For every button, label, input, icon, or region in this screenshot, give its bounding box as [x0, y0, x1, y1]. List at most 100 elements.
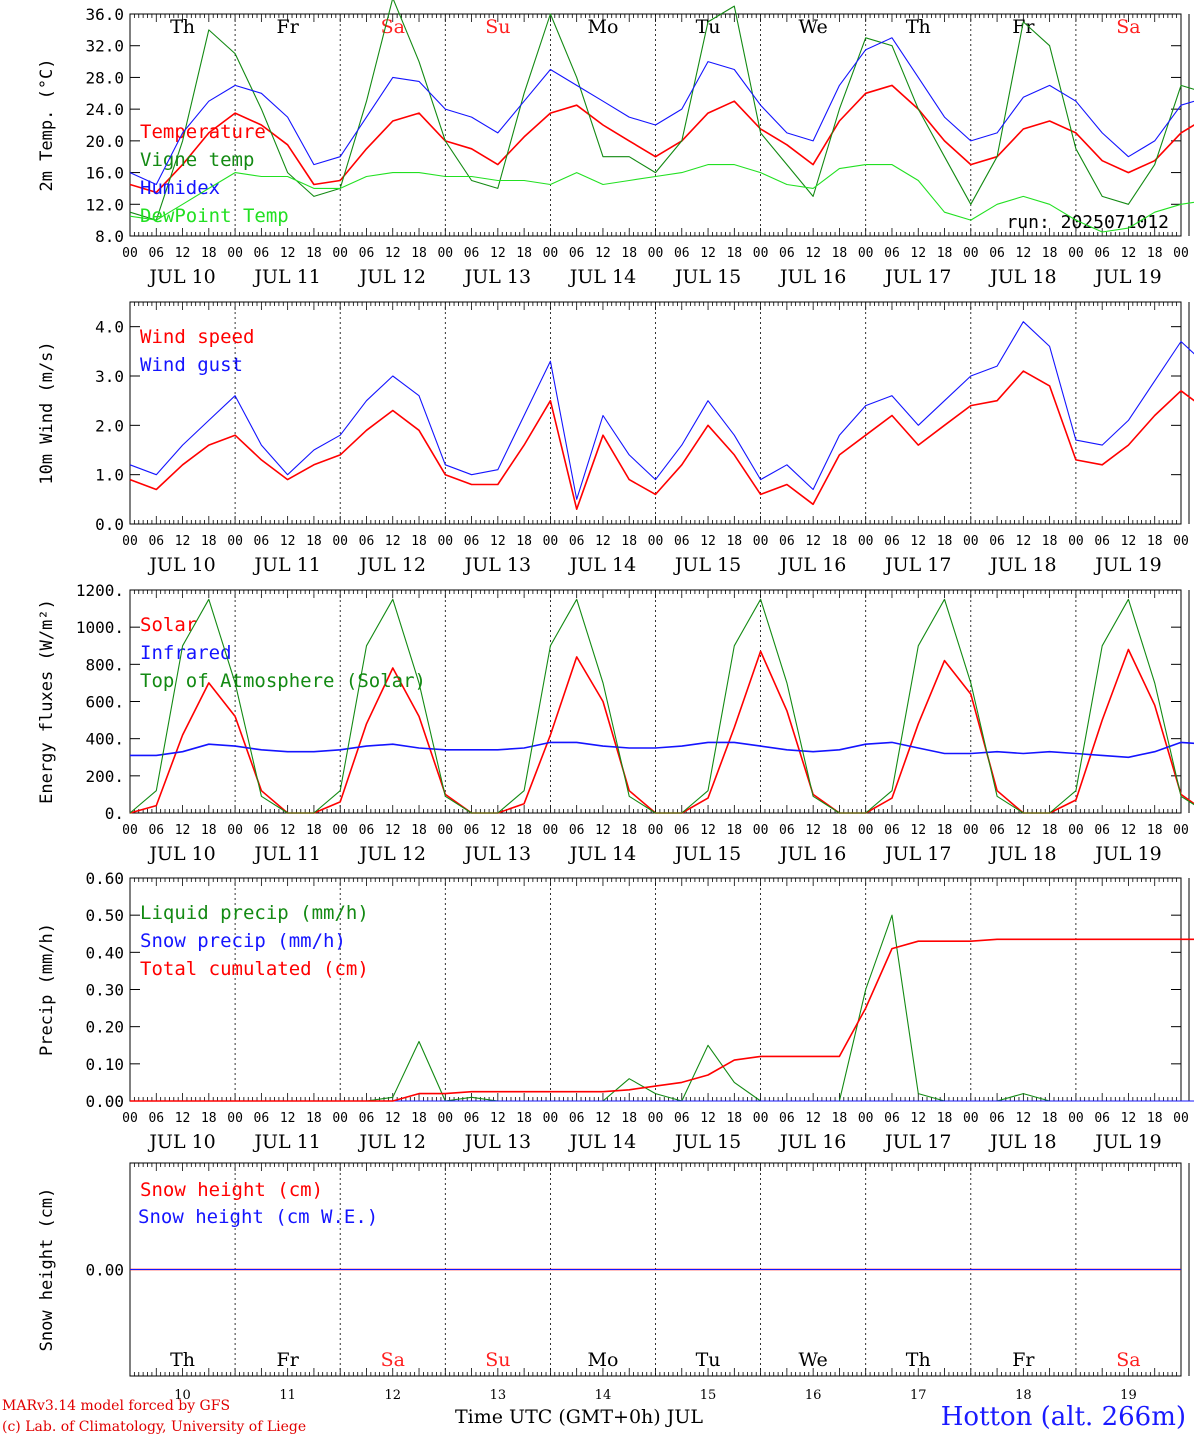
date-label: JUL 17	[883, 843, 951, 865]
date-label: JUL 14	[568, 266, 636, 288]
hour-tick-label: 00	[543, 1111, 559, 1126]
hour-tick-label: 12	[280, 534, 296, 549]
hour-tick-label: 00	[227, 246, 243, 261]
weekday-label: Su	[485, 1349, 510, 1371]
y-tick-label: 12.0	[85, 195, 124, 214]
hour-tick-label: 12	[910, 1111, 926, 1126]
hour-tick-label: 06	[1094, 534, 1110, 549]
hour-tick-label: 00	[753, 534, 769, 549]
hour-tick-label: 12	[385, 246, 401, 261]
hour-tick-label: 12	[1016, 823, 1032, 838]
hour-tick-label: 06	[464, 823, 480, 838]
hour-tick-label: 06	[779, 246, 795, 261]
date-label: JUL 12	[358, 266, 426, 288]
date-label: JUL 13	[463, 554, 531, 576]
hour-tick-label: 00	[648, 534, 664, 549]
day-number-label: 19	[1120, 1388, 1137, 1403]
hour-tick-label: 12	[805, 823, 821, 838]
y-tick-label: 0.00	[85, 1092, 124, 1111]
hour-tick-label: 06	[464, 246, 480, 261]
hour-tick-label: 18	[832, 534, 848, 549]
hour-tick-label: 06	[674, 1111, 690, 1126]
weekday-label: Fr	[1012, 1349, 1035, 1371]
day-number-label: 11	[279, 1388, 296, 1403]
weekday-label: Tu	[696, 1349, 721, 1371]
hour-tick-label: 12	[1121, 1111, 1137, 1126]
hour-tick-label: 00	[858, 1111, 874, 1126]
hour-tick-label: 06	[779, 1111, 795, 1126]
hour-tick-label: 06	[674, 534, 690, 549]
hour-tick-label: 06	[884, 246, 900, 261]
series-line-infrared	[130, 741, 1194, 759]
legend-entry: Snow height (cm)	[140, 1179, 323, 1201]
hour-tick-label: 12	[700, 1111, 716, 1126]
hour-tick-label: 18	[726, 534, 742, 549]
hour-tick-label: 06	[569, 534, 585, 549]
hour-tick-label: 12	[910, 534, 926, 549]
run-label: run: 2025071012	[1006, 212, 1169, 233]
y-tick-label: 8.0	[95, 227, 124, 246]
hour-tick-label: 00	[648, 246, 664, 261]
date-label: JUL 19	[1093, 266, 1161, 288]
hour-tick-label: 18	[1147, 246, 1163, 261]
weekday-label: Th	[906, 1349, 931, 1371]
hour-tick-label: 06	[148, 823, 164, 838]
hour-tick-label: 06	[569, 823, 585, 838]
hour-tick-label: 00	[1173, 823, 1189, 838]
series-line-solar	[129, 648, 1194, 814]
series-line-wind-speed	[129, 370, 1194, 511]
hour-tick-label: 00	[437, 534, 453, 549]
y-axis-label: 10m Wind (m/s)	[37, 341, 57, 484]
weekday-label: Th	[170, 16, 195, 38]
date-label: JUL 15	[673, 843, 741, 865]
y-tick-label: 32.0	[85, 37, 124, 56]
hour-tick-label: 00	[753, 823, 769, 838]
hour-tick-label: 18	[516, 1111, 532, 1126]
weekday-label: Th	[170, 1349, 195, 1371]
y-tick-label: 0.10	[85, 1055, 124, 1074]
legend-entry: Total cumulated (cm)	[140, 958, 369, 980]
hour-tick-label: 06	[359, 246, 375, 261]
hour-tick-label: 12	[280, 246, 296, 261]
date-label: JUL 19	[1093, 1131, 1161, 1153]
weekday-label: Tu	[696, 16, 721, 38]
y-tick-label: 36.0	[85, 5, 124, 24]
hour-tick-label: 00	[543, 823, 559, 838]
hour-tick-label: 18	[306, 1111, 322, 1126]
hour-tick-label: 06	[989, 823, 1005, 838]
hour-tick-label: 18	[306, 534, 322, 549]
day-number-label: 13	[490, 1388, 507, 1403]
series-line-liquid-precip-mm-h-	[130, 914, 1194, 1102]
y-tick-label: 600.	[85, 693, 124, 712]
hour-tick-label: 18	[621, 823, 637, 838]
y-tick-label: 0.40	[85, 943, 124, 962]
hour-tick-label: 06	[464, 1111, 480, 1126]
weekday-label: We	[799, 1349, 828, 1371]
hour-tick-label: 00	[648, 1111, 664, 1126]
hour-tick-label: 18	[1042, 1111, 1058, 1126]
date-label: JUL 18	[988, 266, 1056, 288]
weekday-label: Th	[906, 16, 931, 38]
y-tick-label: 0.0	[95, 515, 124, 534]
hour-tick-label: 00	[963, 534, 979, 549]
date-label: JUL 14	[568, 554, 636, 576]
hour-tick-label: 12	[1016, 246, 1032, 261]
hour-tick-label: 18	[411, 1111, 427, 1126]
hour-tick-label: 00	[332, 534, 348, 549]
hour-tick-label: 18	[1042, 246, 1058, 261]
date-label: JUL 11	[252, 1131, 320, 1153]
date-label: JUL 10	[147, 266, 215, 288]
day-number-label: 15	[700, 1388, 717, 1403]
legend-entry: Vigne temp	[140, 149, 254, 171]
hour-tick-label: 00	[543, 534, 559, 549]
series-line-total-cumulated-cm-	[130, 938, 1194, 1102]
hour-tick-label: 00	[648, 823, 664, 838]
y-tick-label: 20.0	[85, 132, 124, 151]
hour-tick-label: 12	[175, 1111, 191, 1126]
date-label: JUL 16	[778, 1131, 846, 1153]
hour-tick-label: 12	[805, 246, 821, 261]
date-label: JUL 12	[358, 1131, 426, 1153]
day-number-label: 12	[384, 1388, 401, 1403]
y-axis-label: Energy fluxes (W/m²)	[37, 599, 57, 804]
hour-tick-label: 18	[621, 246, 637, 261]
